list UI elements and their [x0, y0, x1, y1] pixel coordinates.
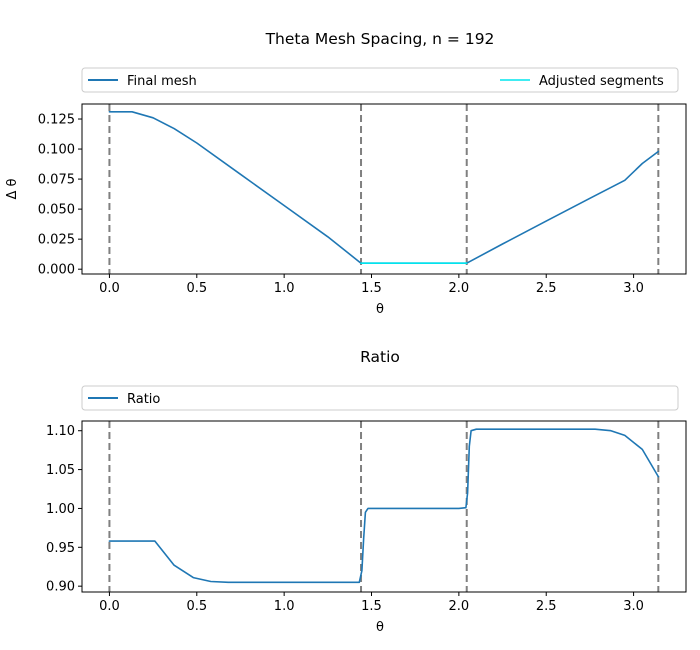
x-tick-label: 3.0	[623, 599, 644, 614]
series-line-final-mesh	[108, 111, 660, 265]
legend: Ratio	[81, 385, 679, 411]
x-tick-label: 2.5	[536, 599, 557, 614]
y-tick-label: 1.10	[46, 424, 75, 439]
legend-label-ratio: Ratio	[127, 392, 160, 407]
x-tick-label: 0.0	[99, 281, 120, 296]
y-tick-label: 0.000	[38, 263, 75, 278]
y-tick-label: 0.100	[38, 143, 75, 158]
x-axis-title: θ	[376, 620, 384, 635]
y-tick-label: 0.95	[46, 541, 75, 556]
legend-box	[81, 385, 679, 411]
y-tick-label: 0.025	[38, 233, 75, 248]
y-tick-label: 0.050	[38, 203, 75, 218]
y-tick-label: 1.00	[46, 502, 75, 517]
x-tick-label: 1.0	[274, 281, 295, 296]
x-tick-label: 2.0	[449, 599, 470, 614]
y-tick-label: 0.125	[38, 113, 75, 128]
ratio-chart: Ratio Ratio 0.0 0.5 1.0 1.5 2.0 2.5 3.0 0.90 0.9…	[46, 348, 687, 635]
plot-area: 0.0 0.5 1.0 1.5 2.0 2.5 3.0 0.90 0.95 1.00 1.05 1.1…	[46, 420, 687, 614]
theta-mesh-spacing-chart: Theta Mesh Spacing, n = 192 Final mesh A…	[5, 30, 687, 317]
x-tick-label: 2.0	[449, 281, 470, 296]
x-tick-label: 0.5	[186, 599, 207, 614]
legend-label-adjusted-segments: Adjusted segments	[539, 74, 664, 89]
legend-box	[81, 67, 679, 93]
plot-area: 0.0 0.5 1.0 1.5 2.0 2.5 3.0 0.000 0.025 0.050 0.07…	[38, 103, 687, 296]
x-axis-title: θ	[376, 302, 384, 317]
x-tick-label: 1.5	[361, 599, 382, 614]
plot-frame	[81, 420, 687, 593]
x-tick-label: 3.0	[623, 281, 644, 296]
chart-title: Ratio	[360, 348, 400, 366]
x-tick-label: 1.5	[361, 281, 382, 296]
x-tick-label: 2.5	[536, 281, 557, 296]
legend: Final mesh Adjusted segments	[81, 67, 679, 93]
series-line-ratio	[108, 428, 660, 584]
x-tick-label: 1.0	[274, 599, 295, 614]
chart-title: Theta Mesh Spacing, n = 192	[265, 30, 495, 48]
y-tick-label: 0.90	[46, 580, 75, 595]
y-axis-title: Δ θ	[5, 178, 20, 199]
y-tick-label: 0.075	[38, 173, 75, 188]
x-tick-label: 0.0	[99, 599, 120, 614]
x-tick-label: 0.5	[186, 281, 207, 296]
plot-frame	[81, 103, 687, 275]
legend-label-final-mesh: Final mesh	[127, 74, 197, 89]
y-tick-label: 1.05	[46, 463, 75, 478]
